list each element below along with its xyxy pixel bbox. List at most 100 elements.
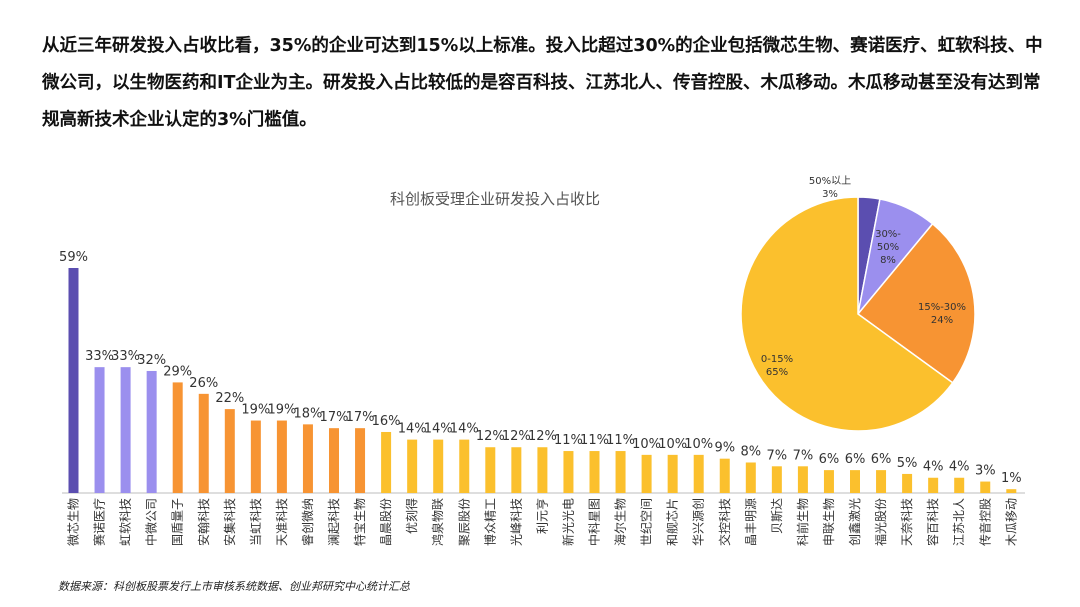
bar-mark — [876, 470, 887, 493]
x-tick-label: 鸿泉物联 — [431, 498, 445, 546]
x-tick-label: 利元亨 — [534, 498, 549, 534]
pie-category-label: 50%以上 — [809, 175, 851, 187]
pie-label: 50%以上 3% — [809, 175, 851, 200]
x-tick-label: 和舰芯片 — [666, 498, 680, 546]
intro-paragraph: 从近三年研发投入占收比看，35%的企业可达到15%以上标准。投入比超过30%的企… — [42, 36, 1043, 130]
x-tick-label: 光峰科技 — [509, 498, 523, 546]
bar-mark — [850, 470, 860, 493]
bar-data-label: 14% — [450, 422, 479, 437]
bar-mark — [276, 420, 287, 493]
bar-data-label: 14% — [424, 422, 453, 437]
bar-mark — [511, 447, 522, 493]
bar-data-label: 8% — [740, 444, 761, 459]
bar-data-label: 11% — [606, 433, 635, 448]
x-tick-label: 贝斯达 — [770, 498, 784, 534]
bar-mark — [641, 454, 652, 493]
bar-data-label: 4% — [949, 460, 970, 475]
x-tick-label: 世纪空间 — [640, 498, 654, 546]
x-tick-label: 安翰科技 — [196, 498, 211, 546]
pie-value-label: 24% — [931, 315, 953, 326]
chart-title: 科创板受理企业研发投入占收比 — [390, 190, 601, 208]
x-tick-label: 天奈科技 — [900, 498, 914, 546]
x-tick-label: 特宝生物 — [352, 498, 367, 546]
bar-mark — [459, 439, 470, 493]
x-tick-label: 聚辰股份 — [457, 498, 471, 546]
x-tick-label: 晶丰明源 — [744, 498, 758, 546]
bar-mark — [719, 458, 730, 493]
bar-data-label: 6% — [819, 452, 840, 467]
bar-data-label: 9% — [714, 441, 735, 456]
bar-data-label: 12% — [502, 429, 531, 444]
x-tick-label: 睿创微纳 — [300, 498, 315, 546]
x-tick-label: 福光股份 — [873, 498, 888, 546]
x-tick-label: 微芯生物 — [67, 498, 81, 546]
bar-data-label: 17% — [320, 410, 349, 425]
bar-mark — [302, 424, 313, 493]
pie-category-label: 30%- — [875, 229, 901, 240]
bar-data-label: 11% — [580, 433, 609, 448]
x-tick-label: 中微公司 — [144, 498, 159, 546]
bar-mark — [381, 431, 392, 493]
pie-slice — [856, 222, 976, 384]
bar-data-label: 18% — [293, 406, 322, 421]
bar-data-label: 17% — [346, 410, 375, 425]
x-tick-label: 传音控股 — [977, 498, 992, 546]
x-tick-label: 优刻得 — [404, 498, 419, 534]
x-tick-label: 虹软科技 — [119, 498, 133, 546]
bar-data-label: 16% — [372, 414, 401, 429]
bar-mark — [120, 367, 131, 493]
bar-mark — [563, 451, 574, 493]
bar-data-label: 26% — [189, 376, 218, 391]
bar-mark — [980, 481, 991, 493]
x-tick-label: 新光光电 — [560, 498, 575, 546]
bar-data-label: 32% — [137, 353, 166, 368]
bar-mark — [250, 420, 261, 493]
bar-mark — [823, 470, 834, 493]
bar-mark — [485, 447, 496, 493]
x-tick-label: 中科星图 — [587, 498, 602, 546]
x-tick-label: 天准科技 — [275, 498, 289, 546]
pie-value-label: 8% — [880, 255, 896, 266]
bar-mark — [198, 393, 209, 493]
bar-mark — [1006, 489, 1017, 493]
bar-data-label: 59% — [59, 250, 88, 265]
bar-data-label: 12% — [528, 429, 557, 444]
bar-mark — [407, 439, 418, 493]
x-tick-label: 国盾量子 — [171, 498, 185, 546]
pie-category-label: 15%-30% — [918, 302, 966, 313]
pie-category-label: 0-15% — [761, 354, 793, 365]
bar-mark — [771, 466, 782, 493]
bar-mark — [355, 428, 366, 493]
x-tick-label: 江苏北人 — [952, 498, 966, 546]
bar-data-label: 19% — [241, 403, 270, 418]
bar-data-label: 33% — [85, 349, 114, 364]
bar-data-label: 10% — [658, 437, 687, 452]
bar-data-label: 7% — [767, 448, 788, 463]
source-note: 数据来源：科创板股票发行上市审核系统数据、创业邦研究中心统计汇总 — [58, 580, 410, 593]
x-tick-label: 交控科技 — [717, 498, 732, 546]
bar-data-label: 6% — [845, 452, 866, 467]
x-tick-label: 科前生物 — [795, 498, 810, 546]
pie-category-label: 50% — [877, 242, 899, 253]
x-tick-label: 安集科技 — [222, 498, 237, 546]
bar-mark — [94, 367, 105, 493]
bar-data-label: 19% — [267, 403, 296, 418]
bar-data-label: 10% — [632, 437, 661, 452]
bar-data-label: 3% — [975, 464, 996, 479]
pie-label: 0-15% 65% — [761, 354, 793, 378]
x-tick-label: 创鑫激光 — [847, 498, 862, 546]
x-tick-label: 当虹科技 — [249, 498, 263, 546]
x-tick-label: 木瓜移动 — [1004, 498, 1018, 546]
x-tick-label: 海尔生物 — [613, 498, 628, 546]
bar-mark — [797, 466, 808, 493]
x-tick-label: 澜起科技 — [327, 498, 341, 546]
bar-mark — [224, 409, 235, 493]
bar-mark — [902, 473, 913, 493]
bar-data-label: 5% — [897, 456, 918, 471]
x-tick-label: 申联生物 — [822, 498, 836, 546]
x-tick-label: 华兴源创 — [692, 498, 706, 546]
bar-mark — [745, 462, 756, 493]
bar-data-label: 29% — [163, 364, 192, 379]
